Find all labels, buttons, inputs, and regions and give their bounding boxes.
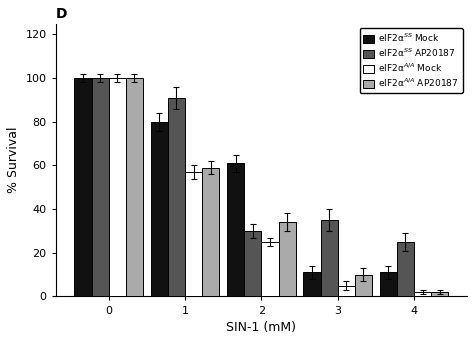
Bar [380,272,397,296]
Bar [244,231,261,296]
Bar [261,242,279,296]
X-axis label: SIN-1 (mM): SIN-1 (mM) [227,321,296,334]
Y-axis label: % Survival: % Survival [7,127,20,193]
Bar [126,78,143,296]
Bar [414,292,431,296]
Bar [202,168,219,296]
Text: D: D [55,7,67,21]
Bar [303,272,320,296]
Bar [431,292,448,296]
Bar [74,78,91,296]
Bar [109,78,126,296]
Bar [337,285,355,296]
Bar [355,275,372,296]
Bar [151,122,168,296]
Bar [227,163,244,296]
Bar [168,98,185,296]
Bar [185,172,202,296]
Bar [91,78,109,296]
Legend: eIF2α$^{SS}$ Mock, eIF2α$^{SS}$ AP20187, eIF2α$^{A/A}$ Mock, eIF2α$^{A/A}$ AP201: eIF2α$^{SS}$ Mock, eIF2α$^{SS}$ AP20187,… [359,28,463,93]
Bar [397,242,414,296]
Bar [320,220,337,296]
Bar [279,222,296,296]
